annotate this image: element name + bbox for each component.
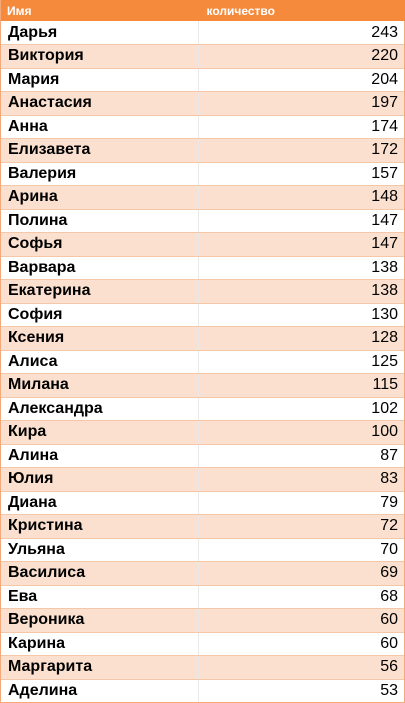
table-row: Екатерина 138 bbox=[1, 279, 404, 304]
name-cell[interactable]: Маргарита bbox=[1, 655, 199, 680]
table-row: Дарья 243 bbox=[1, 21, 404, 45]
name-cell[interactable]: Виктория bbox=[1, 44, 199, 69]
name-cell[interactable]: Александра bbox=[1, 397, 199, 421]
table-row: Варвара 138 bbox=[1, 256, 404, 280]
count-cell[interactable]: 53 bbox=[198, 679, 404, 703]
table-row: Алиса 125 bbox=[1, 350, 404, 374]
table-row: Карина 60 bbox=[1, 632, 404, 656]
count-cell[interactable]: 79 bbox=[198, 491, 404, 515]
table-row: Алина 87 bbox=[1, 444, 404, 468]
count-cell[interactable]: 102 bbox=[198, 397, 404, 421]
name-cell[interactable]: Василиса bbox=[1, 561, 199, 586]
count-cell[interactable]: 243 bbox=[198, 21, 404, 45]
table-row: Милана 115 bbox=[1, 373, 404, 398]
name-cell[interactable]: Дарья bbox=[1, 21, 199, 45]
name-cell[interactable]: Елизавета bbox=[1, 138, 199, 163]
name-cell[interactable]: София bbox=[1, 303, 199, 327]
table-row: Кристина 72 bbox=[1, 514, 404, 539]
count-cell[interactable]: 70 bbox=[198, 538, 404, 562]
column-header-count[interactable]: количество bbox=[198, 0, 405, 21]
name-cell[interactable]: Юлия bbox=[1, 467, 199, 492]
name-cell[interactable]: Екатерина bbox=[1, 279, 199, 304]
table-row: Анастасия 197 bbox=[1, 91, 404, 116]
column-header-name[interactable]: Имя bbox=[1, 0, 199, 21]
count-cell[interactable]: 174 bbox=[198, 115, 404, 139]
count-cell[interactable]: 157 bbox=[198, 162, 404, 186]
name-cell[interactable]: Ксения bbox=[1, 326, 199, 351]
name-cell[interactable]: Анна bbox=[1, 115, 199, 139]
count-cell[interactable]: 204 bbox=[198, 68, 404, 92]
count-cell[interactable]: 128 bbox=[198, 326, 404, 351]
table-row: Ульяна 70 bbox=[1, 538, 404, 562]
count-cell[interactable]: 115 bbox=[198, 373, 404, 398]
table-row: Валерия 157 bbox=[1, 162, 404, 186]
table-row: Софья 147 bbox=[1, 232, 404, 257]
name-cell[interactable]: Милана bbox=[1, 373, 199, 398]
count-cell[interactable]: 100 bbox=[198, 420, 404, 445]
count-cell[interactable]: 138 bbox=[198, 256, 404, 280]
table-row: Елизавета 172 bbox=[1, 138, 404, 163]
table-row: Юлия 83 bbox=[1, 467, 404, 492]
name-cell[interactable]: Анастасия bbox=[1, 91, 199, 116]
count-cell[interactable]: 197 bbox=[198, 91, 404, 116]
table-row: Александра 102 bbox=[1, 397, 404, 421]
name-cell[interactable]: Диана bbox=[1, 491, 199, 515]
table-row: Анна 174 bbox=[1, 115, 404, 139]
table-row: Вероника 60 bbox=[1, 608, 404, 633]
name-cell[interactable]: Ева bbox=[1, 585, 199, 609]
table-row: Диана 79 bbox=[1, 491, 404, 515]
table-row: Кира 100 bbox=[1, 420, 404, 445]
header-row: Имя количество bbox=[1, 0, 405, 21]
count-cell[interactable]: 147 bbox=[198, 209, 404, 233]
count-cell[interactable]: 83 bbox=[198, 467, 404, 492]
table-row: Ксения 128 bbox=[1, 326, 404, 351]
count-cell[interactable]: 138 bbox=[198, 279, 404, 304]
table-row: Виктория 220 bbox=[1, 44, 404, 69]
name-cell[interactable]: Мария bbox=[1, 68, 199, 92]
count-cell[interactable]: 148 bbox=[198, 185, 404, 210]
name-cell[interactable]: Софья bbox=[1, 232, 199, 257]
name-cell[interactable]: Валерия bbox=[1, 162, 199, 186]
name-cell[interactable]: Алина bbox=[1, 444, 199, 468]
table-row: Аделина 53 bbox=[1, 679, 404, 703]
count-cell[interactable]: 60 bbox=[198, 608, 404, 633]
table-row: Маргарита 56 bbox=[1, 655, 404, 680]
count-cell[interactable]: 125 bbox=[198, 350, 404, 374]
count-cell[interactable]: 220 bbox=[198, 44, 404, 69]
name-cell[interactable]: Ульяна bbox=[1, 538, 199, 562]
count-cell[interactable]: 130 bbox=[198, 303, 404, 327]
count-cell[interactable]: 172 bbox=[198, 138, 404, 163]
name-cell[interactable]: Вероника bbox=[1, 608, 199, 633]
name-cell[interactable]: Карина bbox=[1, 632, 199, 656]
count-cell[interactable]: 147 bbox=[198, 232, 404, 257]
name-cell[interactable]: Полина bbox=[1, 209, 199, 233]
name-cell[interactable]: Кира bbox=[1, 420, 199, 445]
count-cell[interactable]: 69 bbox=[198, 561, 404, 586]
name-cell[interactable]: Алиса bbox=[1, 350, 199, 374]
table-row: Арина 148 bbox=[1, 185, 404, 210]
name-cell[interactable]: Аделина bbox=[1, 679, 199, 703]
count-cell[interactable]: 87 bbox=[198, 444, 404, 468]
name-cell[interactable]: Арина bbox=[1, 185, 199, 210]
count-cell[interactable]: 60 bbox=[198, 632, 404, 656]
count-cell[interactable]: 56 bbox=[198, 655, 404, 680]
name-cell[interactable]: Кристина bbox=[1, 514, 199, 539]
name-cell[interactable]: Варвара bbox=[1, 256, 199, 280]
table-row: Полина 147 bbox=[1, 209, 404, 233]
table-row: Ева 68 bbox=[1, 585, 404, 609]
count-cell[interactable]: 72 bbox=[198, 514, 404, 539]
count-cell[interactable]: 68 bbox=[198, 585, 404, 609]
table-row: София 130 bbox=[1, 303, 404, 327]
table-row: Мария 204 bbox=[1, 68, 404, 92]
table-header: Имя количество bbox=[1, 0, 405, 21]
table-row: Василиса 69 bbox=[1, 561, 404, 586]
table-body: Дарья 243 Виктория 220 Мария 204 Анастасия 197 А… bbox=[1, 21, 404, 703]
